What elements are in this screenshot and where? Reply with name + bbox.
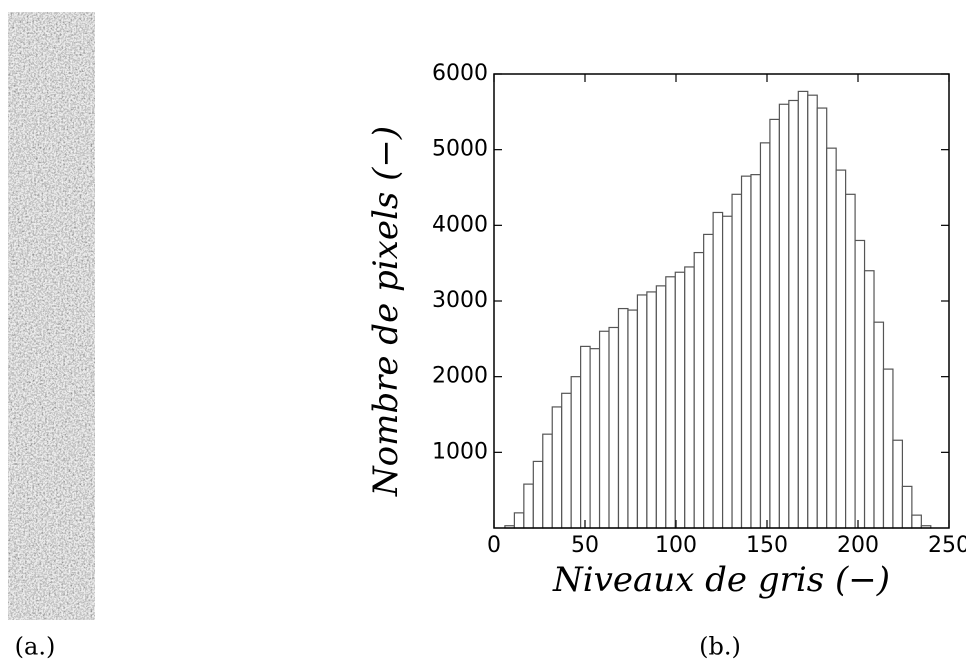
- y-tick-label: 6000: [432, 61, 488, 86]
- y-tick-label: 4000: [432, 212, 488, 237]
- bar: [646, 291, 657, 529]
- bar: [598, 330, 610, 529]
- x-tick-label: 0: [487, 533, 501, 558]
- y-tick-label: 1000: [432, 439, 488, 464]
- bar: [807, 94, 818, 529]
- bar: [759, 142, 771, 529]
- bar: [608, 326, 620, 529]
- bar: [617, 307, 629, 529]
- bar: [580, 345, 591, 529]
- bar: [769, 118, 780, 529]
- bar: [684, 266, 695, 529]
- bar: [513, 512, 525, 529]
- bar: [636, 294, 648, 529]
- bar: [674, 271, 686, 529]
- bar: [731, 193, 743, 529]
- speckle-image: [8, 12, 95, 620]
- bar: [788, 99, 799, 529]
- bar: [655, 285, 667, 529]
- bar: [750, 174, 762, 529]
- bar: [778, 103, 790, 529]
- x-tick-label: 100: [655, 533, 697, 558]
- bar: [532, 460, 544, 529]
- bar: [863, 270, 875, 529]
- bar: [693, 251, 705, 529]
- x-tick-label: 50: [571, 533, 599, 558]
- bar: [551, 406, 563, 529]
- y-tick-label: 5000: [432, 137, 488, 162]
- bar: [873, 321, 885, 529]
- bar: [712, 211, 724, 529]
- x-tick-label: 200: [837, 533, 879, 558]
- bar: [589, 348, 601, 529]
- bar: [721, 215, 733, 529]
- bar: [892, 439, 904, 529]
- histogram: 0 50 100 150 200 250 1000 2000 3000 4000 5000 6000 N…: [366, 61, 966, 600]
- bar: [542, 433, 553, 529]
- bar: [703, 233, 714, 529]
- caption-b: (b.): [699, 633, 741, 661]
- bar: [816, 107, 828, 529]
- bar: [627, 309, 639, 529]
- bar: [901, 485, 913, 529]
- bar: [523, 483, 534, 529]
- caption-a: (a.): [15, 633, 56, 661]
- bar: [911, 514, 922, 529]
- bar: [835, 169, 847, 529]
- bar: [854, 239, 866, 529]
- y-tick-label: 3000: [432, 288, 488, 313]
- x-tick-label: 150: [746, 533, 788, 558]
- bar: [797, 90, 809, 529]
- bar: [570, 376, 582, 529]
- bar: [826, 147, 837, 529]
- x-tick-label: 250: [928, 533, 966, 558]
- bar: [740, 175, 752, 529]
- y-axis-label: Nombre de pixels (−): [366, 126, 406, 497]
- x-axis-label: Niveaux de gris (−): [552, 560, 890, 600]
- bar: [882, 368, 894, 529]
- bar: [665, 276, 676, 529]
- bar: [561, 392, 572, 529]
- bar: [845, 193, 856, 529]
- y-tick-label: 2000: [432, 364, 488, 389]
